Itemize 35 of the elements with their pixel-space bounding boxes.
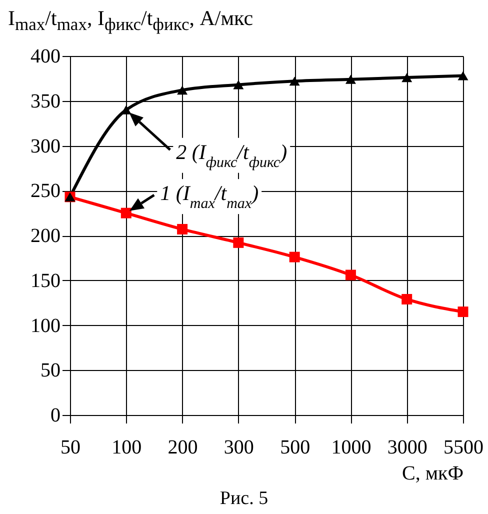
y-tick-label: 200 bbox=[30, 225, 60, 247]
y-tick-label: 300 bbox=[30, 135, 60, 158]
annotation: 2 (I$_{фикс}$/t$_{фикс}$) bbox=[176, 140, 288, 171]
point bbox=[402, 73, 412, 82]
x-tick-label: 500 bbox=[280, 436, 310, 458]
point bbox=[233, 237, 244, 248]
x-tick-label: 300 bbox=[224, 436, 254, 458]
x-tick-label: 1000 bbox=[331, 436, 372, 458]
point bbox=[289, 76, 300, 86]
y-tick-label: 250 bbox=[30, 180, 60, 202]
x-tick-label: 3000 bbox=[387, 436, 428, 458]
y-tick-label: 50 bbox=[40, 360, 60, 382]
x-tick-label: 5500 bbox=[444, 436, 484, 458]
x-axis-title: C, мкФ bbox=[402, 462, 464, 484]
annotation: 1 (I$_{max}$/t$_{max}$) bbox=[160, 181, 259, 212]
x-tick-label: 50 bbox=[60, 436, 80, 458]
point bbox=[345, 270, 356, 280]
point bbox=[177, 224, 188, 234]
point bbox=[120, 208, 132, 218]
text: I$_{max}$/t$_{max}$, I$_{фикс}$/t$_{фикс}$, А/мкс bbox=[8, 6, 254, 34]
y-tick-label: 350 bbox=[30, 90, 60, 112]
text: Рис. 5 bbox=[218, 488, 270, 510]
y-tick-label: 100 bbox=[30, 314, 60, 337]
y-tick-label: 150 bbox=[30, 270, 60, 292]
x-tick-label: 200 bbox=[168, 436, 198, 458]
point bbox=[458, 306, 468, 318]
point bbox=[458, 71, 468, 80]
point bbox=[289, 252, 300, 262]
point bbox=[177, 86, 188, 95]
x-tick-label: 100 bbox=[112, 436, 142, 458]
point bbox=[345, 74, 356, 84]
point bbox=[233, 80, 244, 90]
y-tick-label: 0 bbox=[50, 404, 60, 426]
y-tick-label: 400 bbox=[30, 46, 60, 68]
point bbox=[402, 294, 412, 304]
